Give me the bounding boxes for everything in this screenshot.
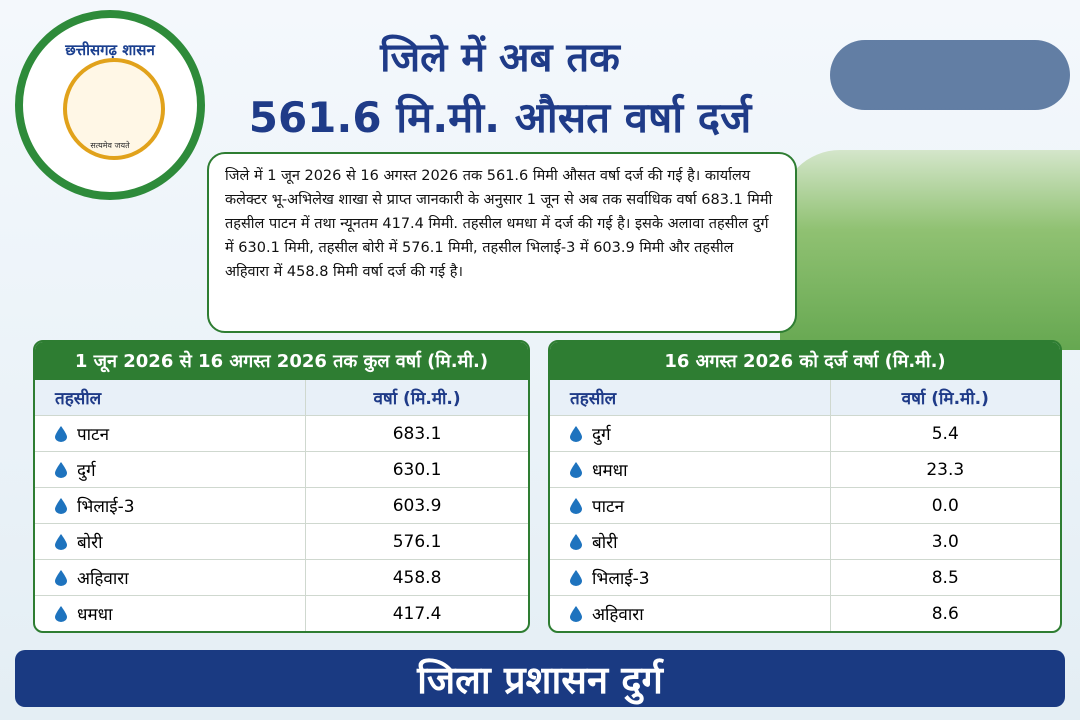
rainfall-value: 3.0 [931,531,959,552]
title: जिले में अब तक [380,35,620,81]
tehsil-cell: पाटन [35,416,307,451]
drop-icon [55,569,67,586]
rainfall-value: 8.5 [931,567,959,588]
table-row: पाटन 0.0 [550,488,1060,524]
drop-icon [55,533,67,550]
fields-image [780,150,1080,350]
tehsil-cell: बोरी [550,524,831,559]
table-row: भिलाई-3 603.9 [35,488,528,524]
footer: जिला प्रशासन दुर्ग [15,650,1065,707]
tehsil-name: भिलाई-3 [592,569,650,589]
tehsil-cell: पाटन [550,488,831,523]
table-row: दुर्ग 630.1 [35,452,528,488]
rainfall-value: 576.1 [392,531,442,552]
emblem [63,58,165,160]
drop-icon [570,605,582,622]
rainfall-value: 630.1 [392,459,442,480]
drop-icon [570,425,582,442]
logo-text: छत्तीसगढ़ शासन [65,41,155,59]
drop-icon [55,461,67,478]
tehsil-cell: बोरी [35,524,307,559]
table: 1 जून 2026 से 16 अगस्त 2026 तक कुल वर्षा… [33,340,530,633]
table-row: धमधा 23.3 [550,452,1060,488]
column-header: तहसील [550,380,831,415]
table-title: 1 जून 2026 से 16 अगस्त 2026 तक कुल वर्षा… [35,342,528,380]
column-header-row: तहसील वर्षा (मि.मी.) [550,380,1060,416]
tehsil-name: धमधा [592,461,628,481]
column-header: तहसील [35,380,307,415]
tehsil-cell: अहिवारा [35,560,307,595]
tehsil-cell: धमधा [550,452,831,487]
cloud [830,40,1070,110]
tehsil-name: अहिवारा [77,569,129,589]
tehsil-name: दुर्ग [592,425,611,445]
rainfall-value: 0.0 [931,495,959,516]
rainfall-value: 23.3 [926,459,965,480]
logo: छत्तीसगढ़ शासन सत्यमेव जयते [15,10,205,200]
tehsil-name: पाटन [592,497,625,517]
tehsil-name: बोरी [77,533,103,553]
column-header: वर्षा (मि.मी.) [901,389,989,409]
table: 16 अगस्त 2026 को दर्ज वर्षा (मि.मी.) तहसी… [548,340,1062,633]
table-row: दुर्ग 5.4 [550,416,1060,452]
table-row: धमधा 417.4 [35,596,528,631]
table-title: 16 अगस्त 2026 को दर्ज वर्षा (मि.मी.) [550,342,1060,380]
table-row: पाटन 683.1 [35,416,528,452]
rainfall-value: 683.1 [392,423,442,444]
tehsil-cell: अहिवारा [550,596,831,631]
drop-icon [55,497,67,514]
table-row: बोरी 576.1 [35,524,528,560]
tehsil-cell: भिलाई-3 [550,560,831,595]
rainfall-value: 458.8 [392,567,442,588]
column-header: वर्षा (मि.मी.) [373,389,461,409]
drop-icon [570,461,582,478]
table-row: अहिवारा 458.8 [35,560,528,596]
title: 561.6 मि.मी. औसत वर्षा दर्ज [248,93,752,142]
summary: जिले में 1 जून 2026 से 16 अगस्त 2026 तक … [207,152,797,333]
rainfall-value: 417.4 [392,603,442,624]
tehsil-cell: भिलाई-3 [35,488,307,523]
drop-icon [570,497,582,514]
drop-icon [55,605,67,622]
tehsil-cell: दुर्ग [35,452,307,487]
tehsil-name: पाटन [77,425,110,445]
drop-icon [570,533,582,550]
rainfall-value: 8.6 [931,603,959,624]
drop-icon [55,425,67,442]
logo-motto: सत्यमेव जयते [90,141,130,150]
tehsil-name: दुर्ग [77,461,96,481]
tehsil-cell: धमधा [35,596,307,631]
tehsil-name: धमधा [77,605,113,625]
rainfall-value: 5.4 [931,423,959,444]
table-row: बोरी 3.0 [550,524,1060,560]
tehsil-cell: दुर्ग [550,416,831,451]
tehsil-name: बोरी [592,533,618,553]
rainfall-value: 603.9 [392,495,442,516]
tehsil-name: भिलाई-3 [77,497,135,517]
column-header-row: तहसील वर्षा (मि.मी.) [35,380,528,416]
drop-icon [570,569,582,586]
tehsil-name: अहिवारा [592,605,644,625]
table-row: अहिवारा 8.6 [550,596,1060,631]
table-row: भिलाई-3 8.5 [550,560,1060,596]
